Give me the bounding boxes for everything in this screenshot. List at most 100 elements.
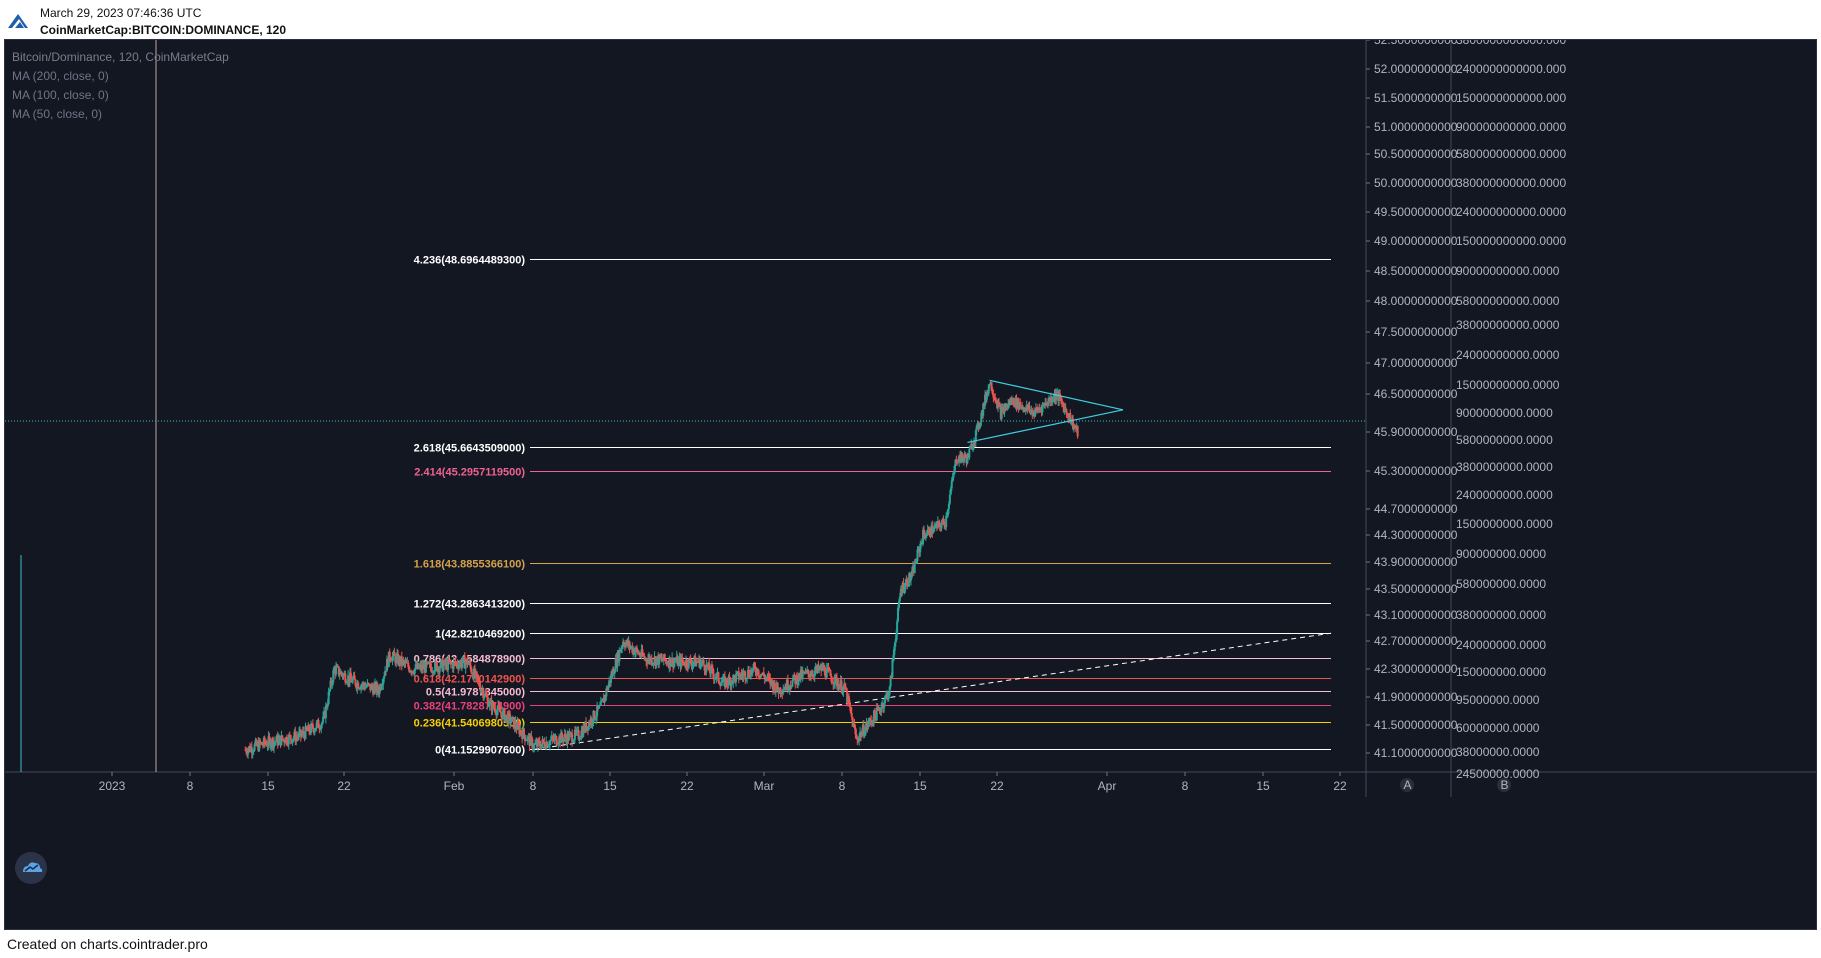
candle-body — [847, 696, 850, 704]
candle-body — [922, 529, 925, 535]
candle-body — [1041, 404, 1044, 413]
scale-b-label: 15000000000.0000 — [1456, 378, 1560, 392]
candle-body — [710, 665, 713, 668]
scale-b-label: 24000000000.0000 — [1456, 348, 1560, 362]
candle-body — [477, 679, 480, 681]
candle-body — [913, 561, 916, 574]
candle-body — [645, 658, 648, 662]
candle-body — [454, 661, 457, 664]
chart-area[interactable]: 52.5000000000 52.0000000000 51.5000000000 5… — [4, 39, 1817, 930]
scale-b-label: 150000000000.0000 — [1456, 234, 1566, 248]
candle-body — [547, 745, 550, 747]
time-axis-label: 8 — [530, 779, 537, 793]
candle-body — [478, 680, 481, 687]
price-axis-label: 47.5000000000 — [1374, 325, 1458, 339]
candle-body — [670, 664, 673, 667]
candle-body — [732, 675, 735, 684]
candle-body — [253, 744, 256, 751]
cloud-icon[interactable] — [15, 852, 47, 884]
candle-body — [782, 689, 785, 694]
price-axis-label: 44.7000000000 — [1374, 502, 1458, 516]
candle-body — [429, 662, 432, 668]
candle-body — [663, 654, 666, 661]
time-axis-label: 22 — [1333, 779, 1347, 793]
footer-credit: Created on charts.cointrader.pro — [7, 936, 208, 952]
candle-body — [909, 577, 912, 581]
candle-body — [853, 723, 856, 728]
candle-body — [274, 741, 277, 743]
candle-body — [560, 732, 563, 739]
candle-body — [498, 707, 501, 712]
candle-body — [665, 660, 668, 664]
candle-body — [494, 708, 497, 713]
candle-body — [746, 677, 749, 680]
candle-body — [553, 737, 556, 741]
candle-body — [531, 738, 534, 749]
candle-body — [893, 646, 896, 656]
candle-body — [411, 671, 414, 673]
candle-body — [754, 666, 757, 673]
candlestick-chart[interactable]: 52.5000000000 52.0000000000 51.5000000000 5… — [5, 40, 1816, 929]
candle-body — [950, 480, 953, 489]
candle-body — [327, 691, 330, 704]
candle-body — [587, 722, 590, 730]
candle-body — [310, 723, 313, 734]
candle-body — [869, 718, 872, 721]
candle-body — [660, 657, 663, 661]
candle-body — [362, 682, 365, 686]
time-axis-label: 15 — [603, 779, 617, 793]
candle-body — [848, 703, 851, 707]
cointrader-logo-icon — [8, 12, 28, 33]
candle-body — [1069, 412, 1072, 424]
fib-level-label: 4.236(48.6964489300) — [414, 255, 526, 267]
candle-body — [385, 670, 388, 672]
candle-body — [517, 722, 520, 726]
scale-b-label: 580000000000.0000 — [1456, 147, 1566, 161]
candle-body — [618, 650, 621, 662]
candle-body — [730, 681, 733, 687]
price-axis-label: 46.5000000000 — [1374, 387, 1458, 401]
candle-body — [934, 525, 937, 527]
candle-body — [555, 735, 558, 745]
candle-body — [360, 685, 363, 687]
candle-body — [540, 743, 543, 749]
price-axis-label: 42.7000000000 — [1374, 634, 1458, 648]
legend-ma-100[interactable]: MA (100, close, 0) — [12, 88, 109, 102]
legend-ma-50[interactable]: MA (50, close, 0) — [12, 107, 103, 121]
candle-body — [674, 661, 677, 663]
candle-body — [283, 739, 286, 743]
candle-body — [330, 680, 333, 685]
fib-level-label: 2.618(45.6643509000) — [414, 443, 526, 455]
legend-ma-200[interactable]: MA (200, close, 0) — [12, 69, 109, 83]
fib-level-label: 1.272(43.2863413200) — [414, 599, 526, 611]
candle-body — [311, 724, 314, 729]
candle-body — [300, 734, 303, 737]
candle-body — [951, 477, 954, 481]
scale-a-button[interactable] — [1400, 778, 1414, 792]
candle-body — [483, 696, 486, 698]
candle-body — [685, 659, 688, 667]
candle-body — [572, 739, 575, 743]
candle-body — [430, 667, 433, 673]
scale-b-button[interactable] — [1497, 778, 1511, 792]
candle-body — [937, 521, 940, 523]
candle-body — [295, 736, 298, 742]
candle-body — [753, 664, 756, 667]
price-axis-label: 47.0000000000 — [1374, 356, 1458, 370]
candle-body — [607, 685, 610, 691]
candle-body — [380, 686, 383, 690]
candle-body — [393, 651, 396, 656]
candle-body — [841, 692, 844, 694]
candle-body — [590, 718, 593, 725]
candle-body — [599, 701, 602, 706]
scale-b-label: 58000000000.0000 — [1456, 294, 1560, 308]
candle-body — [672, 661, 675, 668]
time-axis-label: 15 — [261, 779, 275, 793]
candle-body — [318, 727, 321, 729]
scale-b-label: 60000000.0000 — [1456, 721, 1540, 735]
candle-body — [434, 661, 437, 672]
candle-body — [1064, 407, 1067, 410]
price-axis-label: 49.5000000000 — [1374, 205, 1458, 219]
candle-body — [808, 673, 811, 678]
candle-body — [899, 589, 902, 597]
